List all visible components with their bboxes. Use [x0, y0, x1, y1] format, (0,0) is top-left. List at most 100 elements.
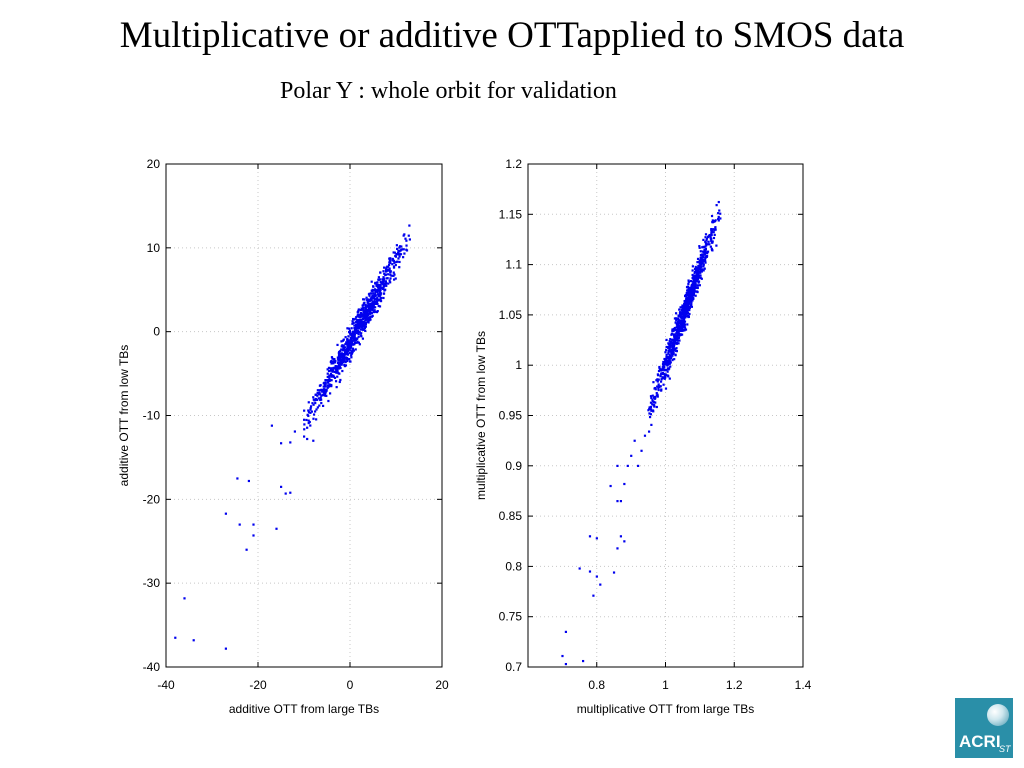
scatter-point — [672, 328, 676, 331]
scatter-point — [667, 368, 670, 371]
scatter-point — [698, 246, 701, 249]
scatter-point — [379, 297, 382, 301]
scatter-point — [353, 343, 356, 346]
scatter-point — [706, 243, 710, 246]
scatter-point — [692, 284, 695, 287]
scatter-point — [659, 385, 662, 388]
scatter-point — [670, 332, 674, 335]
scatter-point — [349, 343, 353, 346]
scatter-point — [360, 315, 363, 318]
scatter-point — [687, 292, 690, 295]
scatter-point — [378, 278, 381, 281]
scatter-point — [356, 315, 359, 318]
scatter-point — [648, 407, 651, 411]
scatter-point — [719, 217, 722, 220]
scatter-point — [697, 276, 701, 279]
scatter-point — [323, 383, 326, 386]
scatter-point — [665, 368, 668, 372]
scatter-point — [360, 332, 363, 335]
scatter-point — [705, 244, 708, 247]
scatter-point — [335, 366, 339, 370]
scatter-point — [677, 336, 681, 339]
scatter-point — [320, 394, 323, 397]
scatter-point — [320, 388, 323, 391]
scatter-point — [699, 276, 702, 280]
scatter-point — [648, 406, 651, 409]
scatter-point — [701, 250, 705, 253]
scatter-point — [672, 341, 675, 344]
scatter-point — [334, 380, 338, 383]
scatter-point — [693, 277, 696, 280]
scatter-point — [328, 392, 332, 395]
scatter-point — [660, 372, 663, 375]
scatter-point — [328, 377, 331, 380]
scatter-point — [403, 252, 406, 255]
scatter-point — [578, 567, 581, 570]
scatter-point — [696, 257, 700, 261]
scatter-point — [330, 374, 334, 377]
scatter-point — [350, 356, 353, 359]
scatter-point — [369, 306, 372, 309]
scatter-point — [704, 242, 708, 245]
scatter-point — [650, 396, 653, 400]
scatter-point — [336, 361, 340, 365]
scatter-point — [670, 349, 673, 352]
scatter-point — [683, 326, 687, 329]
scatter-point — [712, 228, 715, 231]
scatter-point — [321, 390, 324, 393]
scatter-point — [710, 232, 713, 235]
scatter-point — [367, 321, 370, 324]
scatter-point — [289, 441, 292, 444]
scatter-point — [659, 380, 663, 383]
plot-frame — [527, 163, 804, 668]
scatter-point — [697, 273, 700, 276]
scatter-point — [353, 324, 356, 327]
scatter-point — [662, 383, 665, 386]
scatter-point — [289, 491, 292, 494]
scatter-point — [346, 351, 349, 354]
scatter-point — [328, 383, 331, 386]
y-tick-label: 1 — [515, 358, 522, 372]
scatter-point — [366, 300, 370, 303]
scatter-point — [354, 338, 358, 342]
scatter-point — [393, 251, 396, 254]
scatter-point — [669, 337, 672, 341]
scatter-point — [342, 356, 346, 359]
scatter-point — [672, 343, 675, 347]
y-tick-label: -40 — [143, 660, 161, 674]
scatter-point — [640, 449, 643, 452]
scatter-point — [665, 338, 668, 342]
scatter-point — [398, 246, 401, 249]
scatter-point — [355, 330, 358, 334]
scatter-point — [320, 401, 323, 405]
scatter-point — [312, 398, 315, 401]
scatter-point — [677, 327, 680, 330]
scatter-point — [303, 435, 306, 438]
scatter-point — [677, 329, 680, 333]
scatter-point — [316, 389, 319, 392]
scatter-point — [326, 375, 329, 378]
scatter-point — [344, 351, 347, 354]
scatter-point — [368, 317, 371, 320]
scatter-point — [674, 321, 677, 324]
scatter-point — [683, 311, 686, 314]
scatter-point — [368, 308, 372, 311]
scatter-point — [347, 327, 351, 330]
scatter-point — [370, 289, 373, 292]
scatter-point — [685, 294, 688, 297]
scatter-point — [650, 423, 653, 427]
scatter-point — [564, 630, 568, 633]
scatter-point — [386, 269, 389, 272]
scatter-point — [687, 282, 690, 285]
scatter-point — [351, 349, 354, 352]
scatter-point — [339, 357, 342, 360]
scatter-point — [717, 200, 720, 204]
scatter-point — [690, 302, 693, 306]
scatter-point — [379, 293, 382, 296]
scatter-point — [651, 394, 654, 397]
scatter-point — [655, 405, 658, 409]
scatter-point — [654, 388, 657, 391]
scatter-point — [705, 255, 709, 258]
scatter-point — [340, 340, 343, 343]
scatter-point — [657, 369, 661, 373]
